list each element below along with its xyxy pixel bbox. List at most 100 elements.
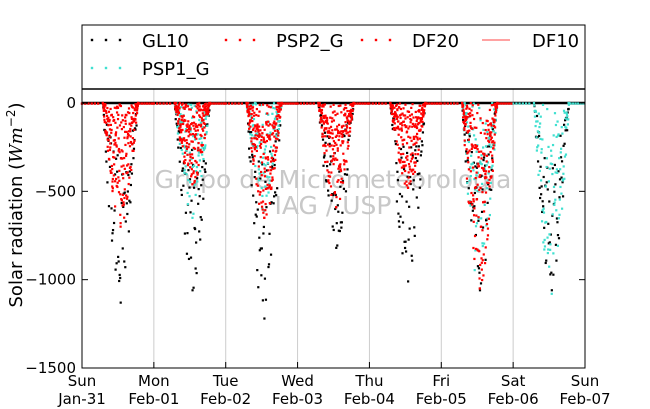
data-point bbox=[476, 171, 480, 174]
data-point bbox=[205, 130, 208, 134]
data-point bbox=[536, 130, 539, 133]
data-point bbox=[187, 135, 190, 138]
data-point bbox=[250, 116, 254, 119]
data-point bbox=[345, 132, 348, 135]
data-point bbox=[481, 229, 484, 232]
data-point bbox=[265, 194, 268, 197]
data-point bbox=[192, 186, 196, 189]
data-point bbox=[333, 144, 336, 147]
data-point bbox=[180, 188, 183, 192]
data-point bbox=[113, 209, 116, 212]
data-point bbox=[468, 135, 471, 138]
data-point bbox=[325, 120, 328, 123]
data-point bbox=[408, 205, 411, 208]
data-point bbox=[177, 105, 180, 108]
data-point bbox=[326, 135, 329, 138]
data-point bbox=[138, 102, 141, 105]
data-point bbox=[483, 203, 486, 206]
data-point bbox=[468, 115, 471, 118]
data-point bbox=[395, 103, 399, 106]
data-point bbox=[192, 147, 195, 151]
data-point bbox=[264, 164, 267, 167]
data-point bbox=[284, 102, 287, 105]
data-point bbox=[409, 153, 413, 156]
data-point bbox=[199, 151, 202, 154]
data-point bbox=[256, 138, 259, 141]
data-point bbox=[400, 113, 403, 116]
data-point bbox=[181, 138, 185, 141]
data-point bbox=[342, 108, 346, 111]
data-point bbox=[486, 238, 489, 241]
data-point bbox=[413, 161, 416, 164]
data-point bbox=[256, 177, 259, 181]
data-point bbox=[109, 107, 112, 111]
data-point bbox=[123, 136, 126, 139]
data-point bbox=[148, 102, 151, 105]
data-point bbox=[127, 107, 131, 110]
data-point bbox=[417, 116, 420, 119]
data-point bbox=[406, 110, 409, 113]
data-point bbox=[465, 117, 468, 120]
data-point bbox=[130, 168, 133, 172]
data-point bbox=[562, 144, 565, 147]
data-point bbox=[264, 157, 268, 160]
data-point bbox=[477, 165, 481, 168]
data-point bbox=[470, 109, 473, 112]
data-point bbox=[179, 146, 182, 150]
data-point bbox=[400, 156, 403, 159]
data-point bbox=[409, 121, 412, 124]
data-point bbox=[129, 201, 132, 204]
data-point bbox=[107, 205, 111, 208]
data-point bbox=[468, 179, 471, 182]
data-point bbox=[115, 262, 118, 265]
data-point bbox=[261, 103, 265, 106]
data-point bbox=[193, 127, 196, 130]
data-point bbox=[269, 106, 272, 109]
data-point bbox=[251, 106, 255, 109]
data-point bbox=[189, 181, 192, 184]
data-point bbox=[321, 135, 325, 138]
data-point bbox=[108, 165, 112, 169]
data-point bbox=[262, 138, 266, 141]
data-point bbox=[411, 152, 414, 155]
data-point bbox=[128, 123, 131, 126]
data-point bbox=[201, 109, 204, 112]
data-point bbox=[178, 117, 181, 121]
data-point bbox=[487, 178, 490, 182]
data-point bbox=[198, 118, 201, 122]
data-point bbox=[202, 148, 205, 152]
data-point bbox=[475, 171, 478, 174]
data-point bbox=[257, 165, 260, 168]
data-point bbox=[484, 170, 488, 173]
data-point bbox=[108, 120, 111, 123]
data-point bbox=[472, 134, 476, 137]
data-point bbox=[556, 233, 560, 237]
data-point bbox=[544, 261, 547, 265]
data-point bbox=[413, 137, 416, 141]
data-point bbox=[412, 179, 415, 182]
data-point bbox=[465, 150, 468, 153]
data-point bbox=[338, 170, 341, 173]
data-point bbox=[403, 166, 406, 169]
legend-entry-psp1-g: PSP1_G bbox=[90, 59, 210, 80]
data-point bbox=[546, 107, 549, 111]
data-point bbox=[192, 116, 196, 119]
data-point bbox=[334, 193, 337, 197]
data-point bbox=[353, 102, 357, 105]
data-point bbox=[198, 114, 201, 117]
data-point bbox=[341, 211, 344, 214]
data-point bbox=[107, 139, 110, 142]
data-point bbox=[192, 146, 195, 150]
data-point bbox=[317, 105, 321, 108]
data-point bbox=[110, 128, 113, 132]
data-point bbox=[469, 112, 472, 115]
data-point bbox=[540, 185, 543, 188]
data-point bbox=[326, 169, 329, 172]
data-point bbox=[482, 169, 486, 173]
data-point bbox=[109, 169, 112, 172]
data-point bbox=[543, 157, 546, 160]
data-point bbox=[378, 102, 381, 105]
data-point bbox=[174, 102, 177, 105]
data-point bbox=[392, 128, 395, 131]
data-point bbox=[276, 115, 279, 118]
